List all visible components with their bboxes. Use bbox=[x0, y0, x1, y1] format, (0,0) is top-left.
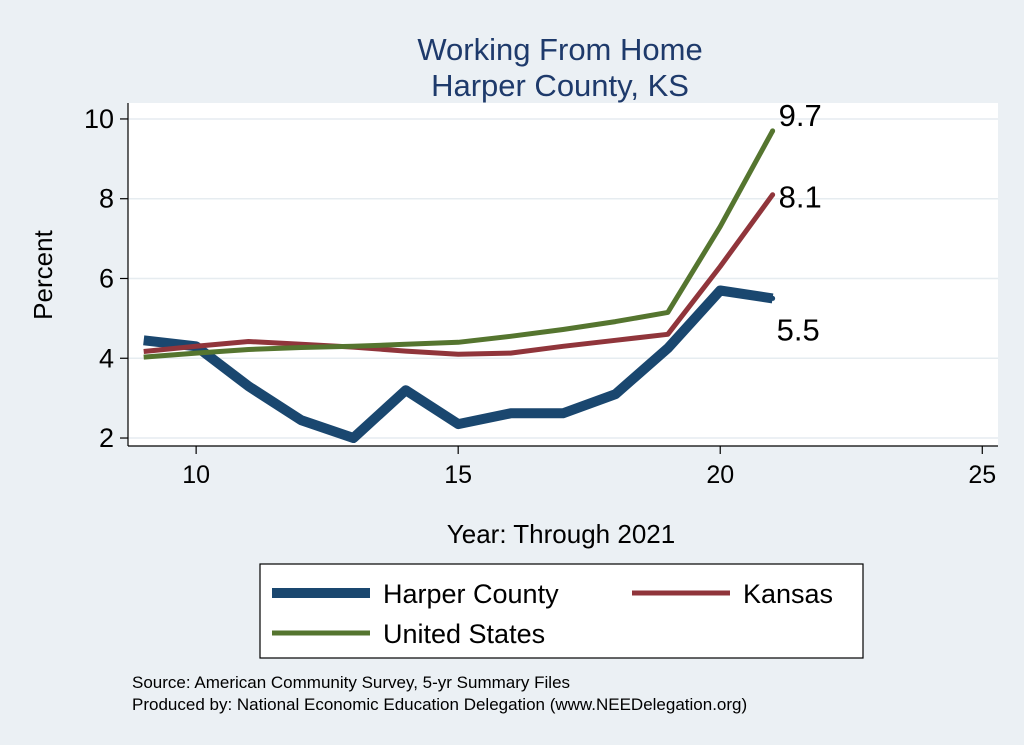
legend-label-harper-county: Harper County bbox=[383, 579, 559, 609]
end-label-kansas: 8.1 bbox=[779, 180, 822, 215]
series-line-united-states bbox=[143, 129, 775, 360]
y-tick-label: 8 bbox=[99, 184, 114, 214]
legend-label-kansas: Kansas bbox=[743, 579, 833, 609]
series-line-harper-county bbox=[143, 285, 774, 443]
end-point-kansas bbox=[770, 192, 776, 198]
series-line-kansas bbox=[143, 193, 775, 357]
end-label-harper-county: 5.5 bbox=[777, 312, 820, 347]
x-tick-label: 25 bbox=[968, 461, 996, 489]
legend-box bbox=[259, 563, 864, 659]
y-tick-label: 6 bbox=[99, 263, 114, 293]
end-label-united-states: 9.7 bbox=[779, 98, 822, 133]
y-tick-label: 2 bbox=[99, 423, 114, 453]
chart-title-line-2: Harper County, KS bbox=[431, 68, 689, 103]
y-ticks: 2 4 6 8 10 bbox=[84, 104, 128, 453]
x-ticks: 10 15 20 25 bbox=[182, 446, 996, 489]
y-axis-title: Percent bbox=[28, 229, 58, 319]
x-tick-label: 10 bbox=[182, 461, 210, 489]
chart-title-line-1: Working From Home bbox=[417, 32, 702, 67]
end-labels: 5.5 8.1 9.7 bbox=[770, 98, 822, 347]
source-note: Source: American Community Survey, 5-yr … bbox=[132, 673, 570, 692]
x-tick-label: 20 bbox=[706, 461, 734, 489]
series-lines bbox=[143, 129, 775, 443]
x-axis-title: Year: Through 2021 bbox=[447, 519, 675, 549]
producer-note: Produced by: National Economic Education… bbox=[132, 695, 747, 714]
y-tick-label: 4 bbox=[99, 343, 114, 373]
legend: Harper County Kansas United States bbox=[259, 563, 864, 659]
grid-lines bbox=[128, 118, 998, 439]
x-tick-label: 15 bbox=[444, 461, 472, 489]
end-point-united-states bbox=[770, 128, 776, 134]
y-tick-label: 10 bbox=[84, 104, 114, 134]
end-point-harper-county bbox=[770, 295, 776, 301]
legend-label-united-states: United States bbox=[383, 619, 545, 649]
plot-area bbox=[128, 103, 998, 446]
